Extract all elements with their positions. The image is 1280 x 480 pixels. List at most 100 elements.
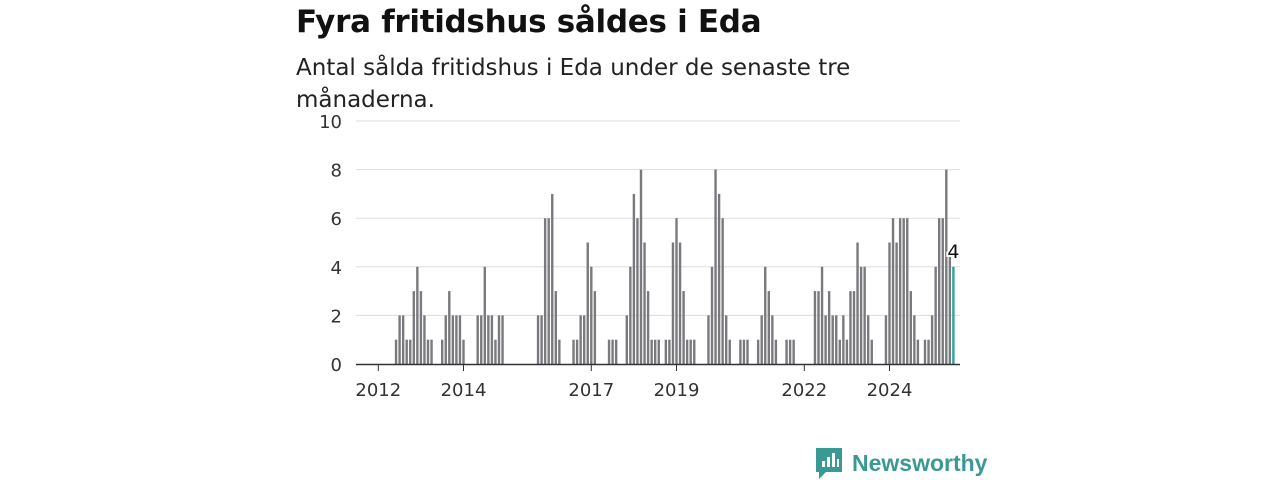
bar bbox=[664, 339, 668, 364]
x-tick-label: 2022 bbox=[781, 380, 827, 401]
bar bbox=[930, 315, 934, 364]
bar bbox=[728, 339, 731, 364]
bar bbox=[593, 291, 597, 364]
bar bbox=[742, 339, 746, 364]
bar bbox=[611, 339, 614, 364]
bar bbox=[827, 291, 831, 364]
bar bbox=[913, 315, 916, 364]
bar bbox=[572, 339, 575, 364]
x-axis-ticks: 2012 2014 2017 2019 2022 2024 bbox=[355, 364, 912, 401]
bar bbox=[583, 315, 586, 364]
bar bbox=[643, 242, 646, 364]
bar bbox=[629, 266, 632, 364]
bar bbox=[923, 339, 927, 364]
bar bbox=[824, 315, 827, 364]
bar bbox=[863, 266, 866, 364]
bar bbox=[444, 315, 447, 364]
y-tick-label: 0 bbox=[331, 355, 342, 376]
bar bbox=[842, 315, 845, 364]
bar bbox=[895, 242, 898, 364]
bar bbox=[543, 218, 547, 364]
bar bbox=[906, 218, 909, 364]
bar bbox=[401, 315, 405, 364]
bar bbox=[636, 218, 639, 364]
bar bbox=[554, 291, 557, 364]
bar bbox=[785, 339, 788, 364]
bar bbox=[685, 339, 689, 364]
bar bbox=[671, 242, 675, 364]
bar bbox=[483, 266, 486, 364]
bar bbox=[717, 193, 721, 364]
bar bbox=[689, 339, 692, 364]
bar bbox=[579, 315, 582, 364]
bar bbox=[870, 339, 873, 364]
bar bbox=[835, 315, 838, 364]
bar bbox=[845, 339, 849, 364]
bar bbox=[817, 291, 820, 364]
x-tick-label: 2019 bbox=[654, 380, 700, 401]
bar bbox=[668, 339, 671, 364]
bar bbox=[586, 242, 589, 364]
bar bbox=[497, 315, 501, 364]
x-tick-label: 2014 bbox=[441, 380, 487, 401]
bar bbox=[898, 218, 902, 364]
bar bbox=[657, 339, 660, 364]
bar bbox=[536, 315, 540, 364]
bar bbox=[547, 218, 550, 364]
bar bbox=[625, 315, 628, 364]
bar bbox=[394, 339, 398, 364]
bar bbox=[909, 291, 912, 364]
bar bbox=[462, 339, 465, 364]
bar bbox=[934, 266, 937, 364]
bar bbox=[867, 315, 870, 364]
bar bbox=[902, 218, 905, 364]
bar bbox=[948, 254, 952, 364]
bar bbox=[927, 339, 930, 364]
bar bbox=[938, 218, 941, 364]
bars bbox=[394, 169, 955, 364]
bar bbox=[721, 218, 724, 364]
bar bbox=[614, 339, 618, 364]
bar bbox=[693, 339, 696, 364]
bar bbox=[575, 339, 579, 364]
bar bbox=[405, 339, 408, 364]
bar bbox=[771, 315, 774, 364]
bar bbox=[714, 169, 717, 364]
bar bbox=[654, 339, 657, 364]
bar bbox=[423, 315, 426, 364]
x-tick-label: 2012 bbox=[355, 380, 401, 401]
grid-lines bbox=[356, 120, 960, 316]
bar bbox=[760, 315, 763, 364]
bar bbox=[416, 266, 419, 364]
bar bbox=[838, 339, 841, 364]
bar bbox=[764, 266, 767, 364]
bar bbox=[707, 315, 710, 364]
bar bbox=[945, 169, 948, 364]
bar bbox=[888, 242, 891, 364]
bar bbox=[891, 218, 895, 364]
bar bbox=[767, 291, 770, 364]
bar bbox=[632, 193, 636, 364]
bar bbox=[551, 193, 554, 364]
bar bbox=[409, 339, 412, 364]
bar bbox=[788, 339, 792, 364]
bar bbox=[487, 315, 490, 364]
bar bbox=[678, 242, 682, 364]
bar bbox=[419, 291, 423, 364]
newsworthy-logo: Newsworthy bbox=[814, 446, 987, 480]
bar bbox=[412, 291, 415, 364]
bar bbox=[856, 242, 859, 364]
bar bbox=[398, 315, 401, 364]
bar bbox=[490, 315, 494, 364]
x-tick-label: 2024 bbox=[867, 380, 913, 401]
bar bbox=[426, 339, 430, 364]
bar bbox=[852, 291, 856, 364]
bar bbox=[558, 339, 561, 364]
bar bbox=[746, 339, 749, 364]
chart-subtitle: Antal sålda fritidshus i Eda under de se… bbox=[296, 55, 851, 113]
bar bbox=[480, 315, 483, 364]
bar bbox=[916, 339, 920, 364]
bar bbox=[792, 339, 795, 364]
bar bbox=[859, 266, 863, 364]
